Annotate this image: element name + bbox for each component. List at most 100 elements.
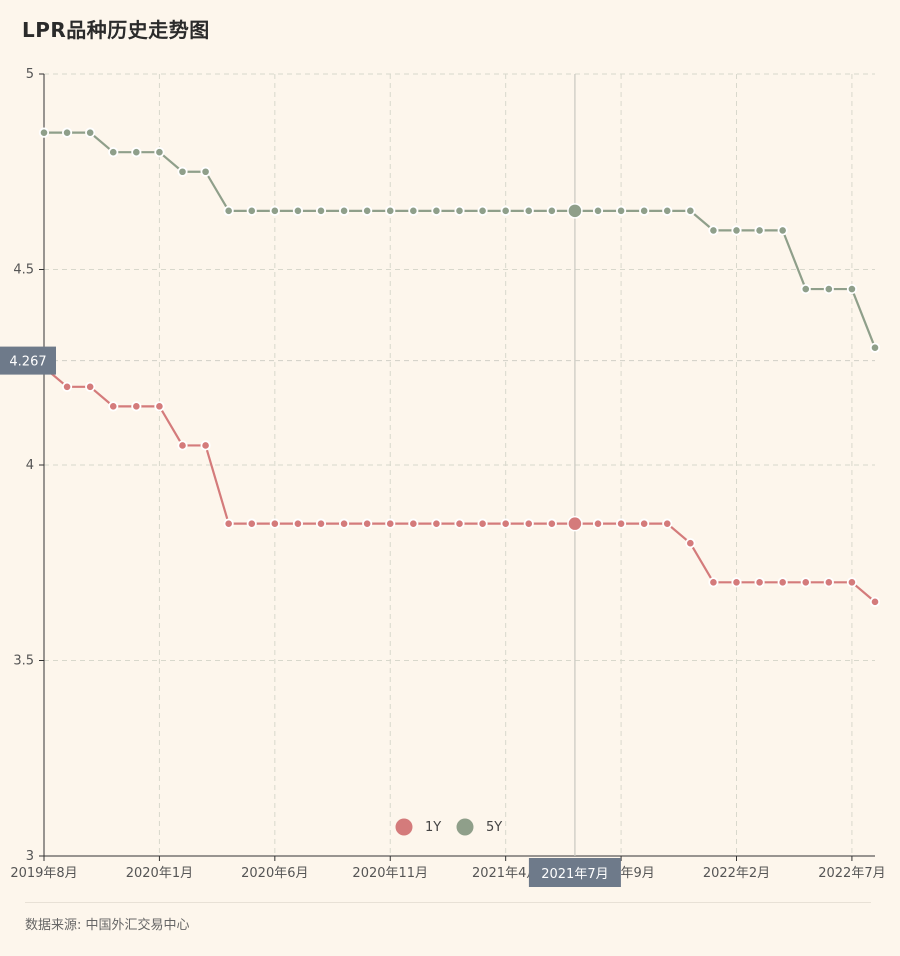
data-point-5y[interactable]: [338, 205, 350, 216]
data-point-1y[interactable]: [108, 401, 119, 412]
legend-marker-1y[interactable]: [395, 818, 413, 836]
data-point-5y[interactable]: [546, 205, 557, 216]
data-point-5y[interactable]: [500, 205, 511, 216]
data-point-1y[interactable]: [685, 538, 696, 549]
grid-lines: [44, 73, 875, 856]
legend-label-1y[interactable]: 1Y: [425, 820, 441, 835]
x-tick-label: 2022年7月: [818, 866, 885, 881]
x-tick-label: 2021年4月: [472, 866, 539, 881]
data-point-1y[interactable]: [223, 518, 234, 529]
data-point-1y[interactable]: [823, 577, 834, 588]
x-tick-label: 2020年1月: [126, 866, 193, 881]
data-point-1y[interactable]: [592, 518, 604, 529]
data-point-5y[interactable]: [200, 166, 211, 177]
data-point-1y[interactable]: [431, 518, 442, 529]
data-point-5y[interactable]: [131, 147, 142, 158]
data-point-5y[interactable]: [823, 283, 834, 295]
data-point-1y[interactable]: [754, 577, 765, 588]
data-point-1y[interactable]: [567, 515, 583, 532]
data-point-5y[interactable]: [869, 342, 881, 353]
x-pointer-label: 2021年7月: [541, 867, 608, 882]
y-tick-label: 5: [26, 67, 34, 82]
data-point-1y[interactable]: [662, 518, 673, 529]
data-point-1y[interactable]: [246, 518, 257, 529]
data-point-5y[interactable]: [61, 127, 73, 138]
data-point-5y[interactable]: [777, 225, 788, 236]
data-point-5y[interactable]: [385, 205, 396, 216]
data-point-5y[interactable]: [431, 205, 442, 216]
data-point-5y[interactable]: [315, 205, 327, 216]
data-point-1y[interactable]: [477, 518, 488, 529]
line-chart: 3 3.5 4 4.5 5 2019年8月 2020年1月 2020年6月 2020年11月 20…: [0, 67, 886, 887]
data-point-1y[interactable]: [777, 577, 788, 588]
data-point-5y[interactable]: [639, 205, 650, 216]
data-point-5y[interactable]: [362, 205, 373, 216]
data-point-5y[interactable]: [708, 225, 719, 236]
series-line-1y: [43, 366, 876, 603]
legend-label-5y[interactable]: 5Y: [486, 820, 502, 835]
data-point-1y[interactable]: [315, 518, 327, 529]
data-point-1y[interactable]: [362, 518, 373, 529]
data-point-5y[interactable]: [223, 205, 234, 216]
y-tick-label: 4.5: [13, 263, 34, 278]
data-point-1y[interactable]: [846, 577, 858, 588]
data-point-1y[interactable]: [500, 518, 511, 529]
data-point-5y[interactable]: [754, 225, 765, 236]
data-point-1y[interactable]: [61, 381, 73, 392]
data-point-1y[interactable]: [385, 518, 396, 529]
data-point-1y[interactable]: [408, 518, 419, 529]
data-source-note: 数据来源: 中国外汇交易中心: [25, 918, 190, 933]
data-point-5y[interactable]: [846, 283, 858, 295]
data-point-5y[interactable]: [154, 147, 165, 158]
data-point-5y[interactable]: [592, 205, 604, 216]
data-point-5y[interactable]: [523, 205, 534, 216]
data-point-5y[interactable]: [685, 205, 696, 216]
data-point-1y[interactable]: [200, 440, 211, 451]
data-point-1y[interactable]: [131, 401, 142, 412]
data-point-1y[interactable]: [731, 577, 742, 588]
data-point-5y[interactable]: [38, 127, 50, 138]
data-point-1y[interactable]: [546, 518, 557, 529]
x-tick-label: 2022年2月: [703, 866, 770, 881]
data-point-5y[interactable]: [662, 205, 673, 216]
data-point-1y[interactable]: [800, 577, 811, 588]
data-point-1y[interactable]: [154, 401, 165, 412]
data-point-1y[interactable]: [338, 518, 350, 529]
y-tick-label: 4: [26, 458, 34, 473]
footer-divider: [25, 902, 871, 903]
x-tick-label: 2020年6月: [241, 866, 308, 881]
x-tick-label: 2020年11月: [352, 866, 428, 881]
data-point-5y[interactable]: [800, 283, 811, 295]
data-point-5y[interactable]: [177, 166, 188, 177]
data-point-1y[interactable]: [292, 518, 304, 529]
data-point-1y[interactable]: [708, 577, 719, 588]
data-point-1y[interactable]: [454, 518, 465, 529]
data-point-5y[interactable]: [454, 205, 465, 216]
data-point-5y[interactable]: [731, 225, 742, 236]
chart-title: LPR品种历史走势图: [22, 18, 210, 42]
y-pointer-label: 4.267: [9, 355, 46, 370]
data-point-5y[interactable]: [246, 205, 257, 216]
legend: 1Y 5Y: [395, 818, 502, 836]
data-point-1y[interactable]: [523, 518, 534, 529]
legend-marker-5y[interactable]: [456, 818, 474, 836]
y-tick-label: 3.5: [13, 654, 34, 669]
data-point-5y[interactable]: [477, 205, 488, 216]
data-point-5y[interactable]: [615, 205, 627, 216]
axes: 3 3.5 4 4.5 5 2019年8月 2020年1月 2020年6月 2020年11月 20…: [10, 67, 885, 881]
y-tick-label: 3: [26, 849, 34, 864]
data-point-1y[interactable]: [639, 518, 650, 529]
data-point-5y[interactable]: [408, 205, 419, 216]
data-point-5y[interactable]: [85, 127, 96, 138]
data-point-1y[interactable]: [177, 440, 188, 451]
data-point-5y[interactable]: [108, 147, 119, 158]
data-point-1y[interactable]: [85, 381, 96, 392]
y-pointer-label-box: [0, 346, 56, 375]
series-lines: [38, 127, 881, 607]
data-point-5y[interactable]: [292, 205, 304, 216]
data-point-5y[interactable]: [567, 203, 583, 219]
data-point-1y[interactable]: [269, 518, 280, 529]
data-point-5y[interactable]: [269, 205, 280, 216]
data-point-1y[interactable]: [869, 596, 881, 607]
data-point-1y[interactable]: [615, 518, 627, 529]
